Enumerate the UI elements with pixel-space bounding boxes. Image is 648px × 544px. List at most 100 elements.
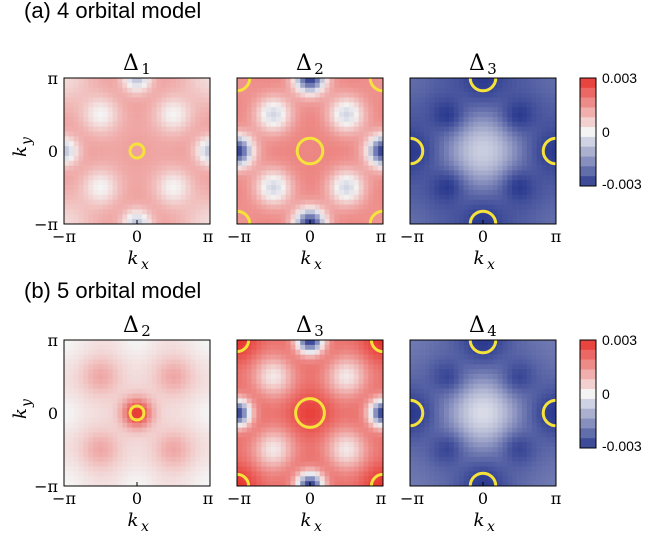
heatmap-cell — [171, 344, 177, 351]
heatmap-cell — [141, 359, 148, 365]
heatmap-cell — [314, 199, 321, 205]
heatmap-cell — [275, 151, 282, 157]
heatmap-cell — [410, 340, 416, 346]
heatmap-cell — [98, 141, 104, 147]
heatmap-cell — [478, 199, 484, 205]
heatmap-cell — [68, 165, 75, 171]
heatmap-cell — [300, 451, 306, 458]
heatmap-cell — [285, 461, 291, 467]
heatmap-cell — [502, 155, 508, 162]
heatmap-cell — [241, 383, 248, 389]
heatmap-cell — [300, 102, 306, 108]
heatmap-cell — [122, 78, 128, 84]
heatmap-cell — [358, 432, 364, 438]
heatmap-cell — [502, 107, 508, 113]
heatmap-cell — [521, 87, 528, 93]
heatmap-cell — [285, 364, 291, 370]
heatmap-cell — [127, 126, 133, 132]
heatmap-cell — [117, 466, 123, 472]
heatmap-cell — [439, 112, 445, 118]
heatmap-cell — [151, 160, 157, 166]
heatmap-cell — [137, 131, 143, 137]
heatmap-cell — [180, 451, 186, 458]
heatmap-cell — [280, 461, 286, 467]
heatmap-cell — [195, 219, 201, 225]
heatmap-cell — [419, 447, 425, 453]
heatmap-cell — [261, 87, 267, 93]
heatmap-cell — [429, 456, 435, 462]
heatmap-cell — [444, 349, 450, 355]
heatmap-cell — [107, 141, 113, 147]
heatmap-cell — [453, 461, 459, 467]
heatmap-cell — [410, 432, 416, 438]
heatmap-cell — [180, 107, 186, 113]
heatmap-cell — [261, 102, 267, 108]
heatmap-cell — [419, 214, 425, 220]
heatmap-cell — [531, 151, 537, 157]
heatmap-cell — [256, 170, 262, 176]
heatmap-cell — [137, 393, 143, 399]
heatmap-cell — [180, 199, 186, 205]
heatmap-cell — [256, 214, 262, 220]
heatmap-cell — [546, 199, 552, 205]
heatmap-cell — [241, 92, 248, 98]
heatmap-cell — [93, 403, 99, 409]
heatmap-cell — [339, 160, 345, 166]
heatmap-cell — [73, 141, 79, 147]
heatmap-cell — [73, 408, 79, 414]
heatmap-cell — [448, 155, 455, 162]
heatmap-cell — [78, 456, 84, 462]
heatmap-cell — [453, 408, 459, 414]
heatmap-cell — [348, 349, 355, 355]
heatmap-cell — [175, 451, 182, 458]
heatmap-cell — [368, 131, 374, 137]
heatmap-cell — [156, 194, 162, 200]
heatmap-cell — [353, 180, 359, 186]
heatmap-cell — [98, 87, 104, 93]
heatmap-cell — [166, 107, 172, 113]
heatmap-cell — [151, 383, 157, 389]
heatmap-cell — [458, 369, 464, 375]
heatmap-cell — [200, 466, 206, 472]
heatmap-cell — [348, 87, 355, 93]
heatmap-cell — [68, 131, 75, 137]
heatmap-cell — [458, 136, 464, 142]
heatmap-cell — [102, 340, 109, 346]
heatmap-cell — [166, 417, 172, 424]
heatmap-cell — [246, 344, 252, 351]
heatmap-cell — [190, 476, 196, 482]
heatmap-cell — [146, 204, 152, 210]
heatmap-cell — [180, 189, 186, 196]
heatmap-cell — [107, 437, 113, 443]
heatmap-cell — [127, 185, 133, 191]
heatmap-cell — [200, 151, 206, 157]
heatmap-cell — [88, 92, 94, 98]
heatmap-cell — [122, 126, 128, 132]
heatmap-cell — [444, 432, 450, 438]
heatmap-cell — [132, 102, 138, 108]
heatmap-cell — [117, 456, 123, 462]
heatmap-cell — [512, 146, 518, 152]
heatmap-cell — [410, 116, 416, 123]
heatmap-cell — [305, 442, 311, 448]
heatmap-cell — [429, 194, 435, 200]
heatmap-cell — [122, 422, 128, 428]
heatmap-cell — [368, 199, 374, 205]
heatmap-cell — [137, 116, 143, 123]
heatmap-cell — [512, 180, 518, 186]
heatmap-cell — [64, 393, 70, 399]
heatmap-cell — [88, 388, 94, 394]
heatmap-cell — [339, 219, 345, 225]
heatmap-cell — [483, 146, 489, 152]
heatmap-cell — [305, 451, 311, 458]
heatmap-cell — [102, 121, 109, 127]
heatmap-cell — [161, 97, 167, 103]
heatmap-cell — [448, 388, 455, 394]
colorbar-step — [580, 166, 596, 177]
heatmap-cell — [353, 369, 359, 375]
heatmap-cell — [166, 97, 172, 103]
heatmap-cell — [319, 112, 325, 118]
heatmap-cell — [93, 466, 99, 472]
heatmap-cell — [453, 388, 459, 394]
heatmap-cell — [453, 219, 459, 225]
